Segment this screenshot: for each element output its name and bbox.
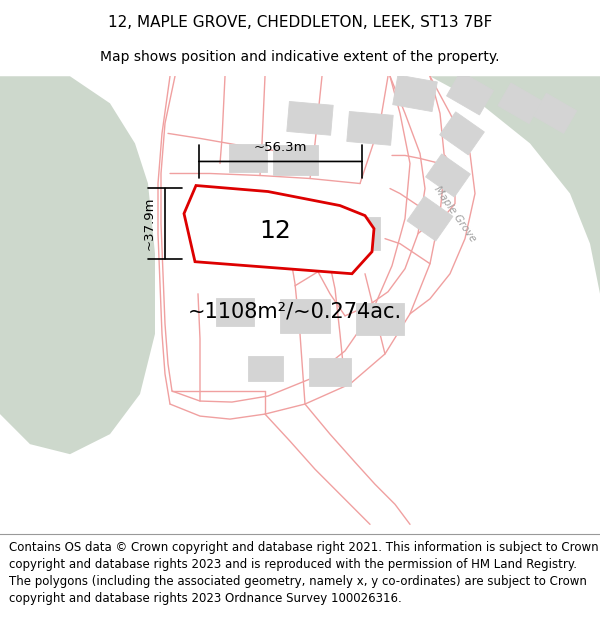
Polygon shape [407, 196, 453, 241]
Text: ~1108m²/~0.274ac.: ~1108m²/~0.274ac. [188, 302, 402, 322]
Polygon shape [184, 186, 374, 274]
Text: Map shows position and indicative extent of the property.: Map shows position and indicative extent… [100, 50, 500, 64]
Polygon shape [392, 75, 437, 112]
Polygon shape [440, 112, 484, 155]
Polygon shape [430, 76, 600, 294]
Polygon shape [498, 83, 542, 124]
Text: 12, MAPLE GROVE, CHEDDLETON, LEEK, ST13 7BF: 12, MAPLE GROVE, CHEDDLETON, LEEK, ST13 … [108, 16, 492, 31]
Polygon shape [356, 302, 404, 335]
Polygon shape [0, 76, 155, 454]
Text: Maple Grove: Maple Grove [432, 184, 478, 243]
Polygon shape [330, 217, 380, 250]
Polygon shape [287, 101, 333, 135]
Text: ~56.3m: ~56.3m [254, 141, 307, 154]
Polygon shape [261, 213, 309, 244]
Polygon shape [309, 358, 351, 386]
Text: Contains OS data © Crown copyright and database right 2021. This information is : Contains OS data © Crown copyright and d… [9, 541, 599, 605]
Polygon shape [203, 211, 238, 236]
Polygon shape [229, 144, 267, 172]
Polygon shape [347, 111, 393, 145]
Text: ~37.9m: ~37.9m [143, 197, 155, 251]
Polygon shape [280, 299, 330, 333]
Text: 12: 12 [259, 219, 291, 243]
Polygon shape [248, 356, 283, 381]
Polygon shape [272, 146, 317, 176]
Polygon shape [216, 298, 254, 326]
Polygon shape [446, 72, 493, 115]
Polygon shape [425, 154, 470, 197]
Polygon shape [533, 93, 577, 133]
